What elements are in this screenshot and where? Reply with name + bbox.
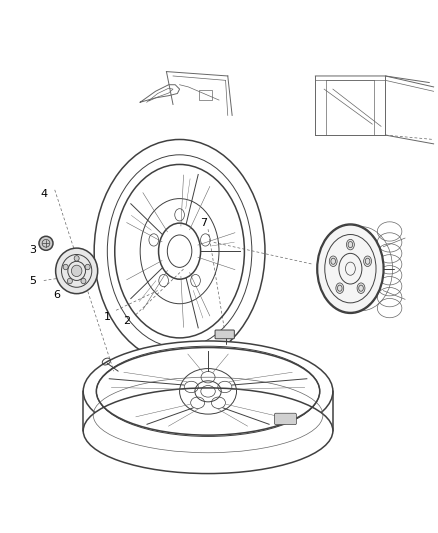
Ellipse shape xyxy=(71,265,82,277)
Ellipse shape xyxy=(357,283,365,294)
Ellipse shape xyxy=(85,264,90,270)
Ellipse shape xyxy=(318,225,383,312)
Ellipse shape xyxy=(63,264,68,270)
Ellipse shape xyxy=(364,256,371,266)
FancyBboxPatch shape xyxy=(215,330,234,339)
Text: 7: 7 xyxy=(200,217,207,228)
Text: 5: 5 xyxy=(29,276,36,286)
Ellipse shape xyxy=(56,248,98,294)
FancyBboxPatch shape xyxy=(275,413,297,425)
Ellipse shape xyxy=(83,341,333,442)
Bar xyxy=(199,91,212,100)
Ellipse shape xyxy=(81,278,86,284)
Ellipse shape xyxy=(336,283,344,294)
Text: 2: 2 xyxy=(124,316,131,326)
Ellipse shape xyxy=(39,236,53,251)
Text: 6: 6 xyxy=(53,290,60,300)
Text: 1: 1 xyxy=(104,312,111,322)
Ellipse shape xyxy=(329,256,337,266)
Ellipse shape xyxy=(83,388,333,473)
Text: 3: 3 xyxy=(29,245,36,255)
Ellipse shape xyxy=(67,278,72,284)
Ellipse shape xyxy=(346,239,354,250)
Ellipse shape xyxy=(74,256,79,261)
Text: 4: 4 xyxy=(40,189,47,199)
